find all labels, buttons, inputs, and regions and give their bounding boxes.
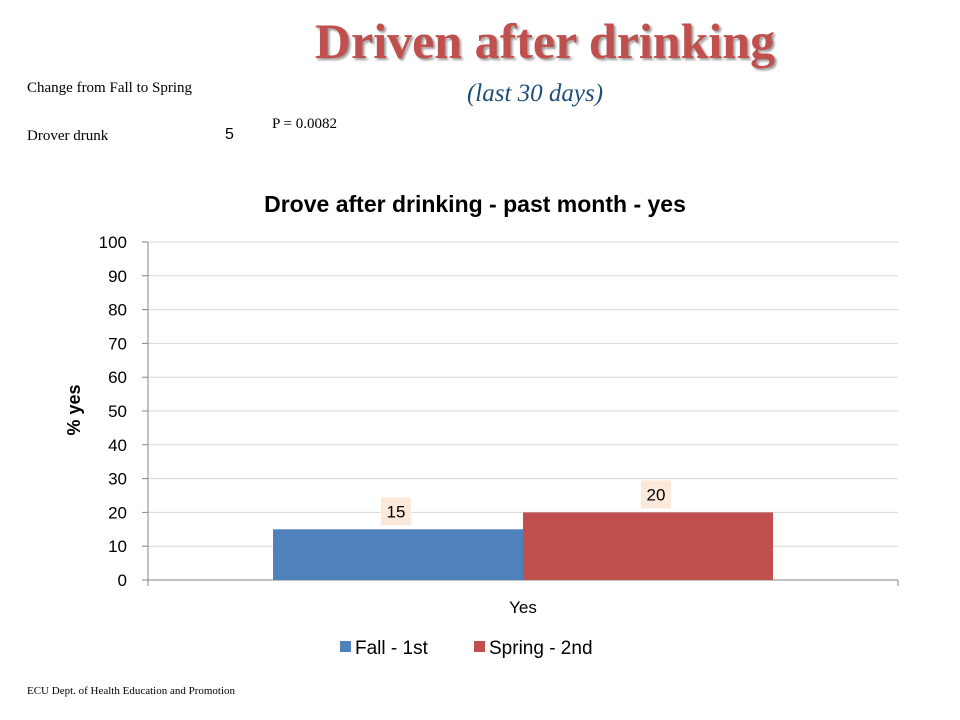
legend-label: Spring - 2nd (489, 638, 593, 659)
y-tick-label: 30 (108, 470, 127, 489)
y-tick-label: 50 (108, 402, 127, 421)
chart-title: Drove after drinking - past month - yes (264, 191, 686, 217)
y-tick-label: 40 (108, 436, 127, 455)
drover-drunk-value: 5 (225, 126, 234, 143)
y-tick-label: 90 (108, 267, 127, 286)
footer-text: ECU Dept. of Health Education and Promot… (27, 685, 236, 697)
legend: Fall - 1st Spring - 2nd (340, 638, 593, 659)
y-tick-label: 70 (108, 334, 127, 353)
y-tick-label: 20 (108, 503, 127, 522)
slide-subtitle: (last 30 days) (466, 80, 604, 107)
legend-label: Fall - 1st (355, 638, 429, 659)
bar-fall (273, 529, 523, 580)
legend-swatch (340, 641, 351, 652)
data-label: 15 (387, 502, 406, 521)
legend-swatch (474, 641, 485, 652)
y-tick-labels: 0 10 20 30 40 50 60 70 80 90 100 (99, 233, 127, 590)
y-tick-label: 80 (108, 301, 127, 320)
y-tick-label: 60 (108, 368, 127, 387)
y-tick-label: 100 (99, 233, 127, 252)
data-label-box (381, 497, 411, 526)
bar-spring (523, 512, 773, 580)
x-category-label: Yes (509, 598, 537, 617)
data-label: 20 (647, 485, 666, 504)
data-label-box (641, 480, 671, 509)
p-value: P = 0.0082 (272, 116, 337, 132)
bars (273, 512, 773, 580)
drover-drunk-label: Drover drunk (27, 128, 109, 144)
y-tick-label: 10 (108, 537, 127, 556)
y-axis-label: % yes (64, 384, 84, 435)
change-label: Change from Fall to Spring (27, 80, 192, 96)
slide-title: Driven after drinking (314, 13, 776, 69)
y-tick-label: 0 (118, 571, 127, 590)
